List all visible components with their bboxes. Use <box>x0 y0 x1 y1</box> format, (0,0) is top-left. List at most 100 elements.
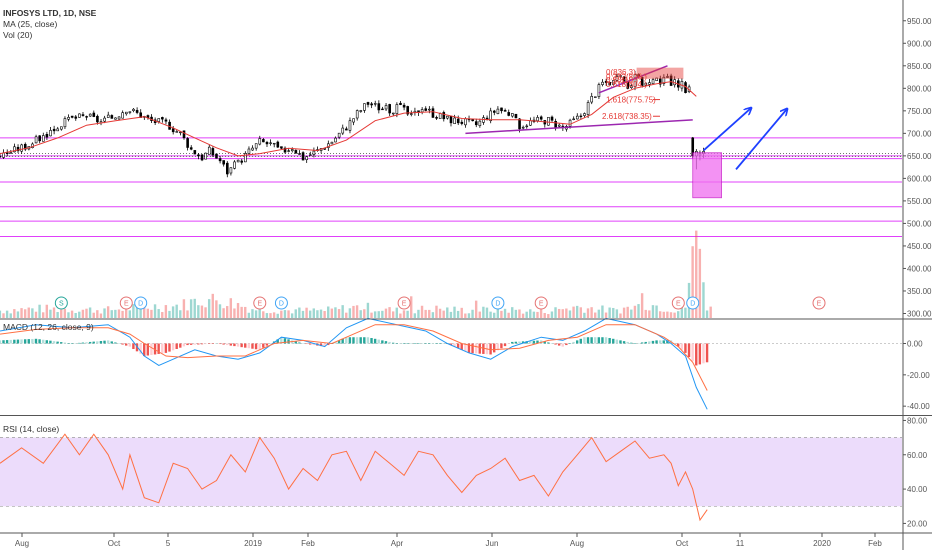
candle[interactable] <box>547 116 550 126</box>
candle[interactable] <box>583 113 586 116</box>
candle[interactable] <box>640 77 644 86</box>
ma-legend[interactable]: MA (25, close) <box>3 19 58 29</box>
candle[interactable] <box>655 77 658 81</box>
candle[interactable] <box>269 142 272 144</box>
candle[interactable] <box>236 159 240 163</box>
candle[interactable] <box>619 75 622 77</box>
candle[interactable] <box>226 162 229 175</box>
candle[interactable] <box>630 85 633 89</box>
event-badge[interactable] <box>274 296 288 310</box>
candle[interactable] <box>489 110 492 122</box>
candle[interactable] <box>5 152 9 155</box>
trendline[interactable] <box>598 65 668 94</box>
candle[interactable] <box>597 84 601 97</box>
candle[interactable] <box>92 112 96 117</box>
macd-line[interactable] <box>0 317 708 410</box>
candle[interactable] <box>539 116 543 120</box>
candle[interactable] <box>424 108 428 111</box>
candle[interactable] <box>420 109 424 113</box>
signal-line[interactable] <box>0 324 708 391</box>
candle[interactable] <box>244 153 247 163</box>
candle[interactable] <box>49 130 52 137</box>
candle[interactable] <box>428 108 431 111</box>
candle[interactable] <box>222 160 225 165</box>
candle[interactable] <box>323 148 327 150</box>
event-badge[interactable] <box>54 296 68 310</box>
candle[interactable] <box>23 143 27 150</box>
candle[interactable] <box>211 148 215 156</box>
candle[interactable] <box>388 104 391 114</box>
candle[interactable] <box>352 118 355 123</box>
candle[interactable] <box>38 135 41 142</box>
candle[interactable] <box>135 110 139 113</box>
symbol-legend[interactable]: INFOSYS LTD, 1D, NSE <box>3 8 97 18</box>
candle[interactable] <box>586 102 590 115</box>
candle[interactable] <box>669 75 673 86</box>
candle[interactable] <box>492 110 496 113</box>
projection-arrow[interactable] <box>735 109 787 170</box>
candle[interactable] <box>359 110 363 112</box>
candle[interactable] <box>233 161 236 169</box>
candle[interactable] <box>171 128 175 133</box>
candle[interactable] <box>67 117 70 120</box>
candle[interactable] <box>106 114 110 118</box>
candle[interactable] <box>298 153 301 155</box>
candle[interactable] <box>399 102 402 105</box>
candle[interactable] <box>460 121 464 124</box>
candle[interactable] <box>474 121 478 126</box>
candle[interactable] <box>262 139 265 143</box>
candle[interactable] <box>662 76 666 84</box>
candle[interactable] <box>391 112 395 115</box>
candle[interactable] <box>435 117 438 119</box>
candle[interactable] <box>366 102 370 105</box>
rsi-legend[interactable]: RSI (14, close) <box>3 424 60 434</box>
candle[interactable] <box>594 96 597 98</box>
candle[interactable] <box>189 147 193 150</box>
candle[interactable] <box>464 118 467 126</box>
candle[interactable] <box>363 103 366 111</box>
candle[interactable] <box>373 103 377 105</box>
candle[interactable] <box>272 142 276 145</box>
candle[interactable] <box>345 128 348 131</box>
candle[interactable] <box>20 144 23 152</box>
candle[interactable] <box>161 117 164 120</box>
candle[interactable] <box>507 112 511 116</box>
candle[interactable] <box>406 106 410 115</box>
candle[interactable] <box>301 152 305 161</box>
candle[interactable] <box>557 124 561 127</box>
candle[interactable] <box>442 112 446 120</box>
candle[interactable] <box>327 143 330 148</box>
candle[interactable] <box>81 114 85 116</box>
candle[interactable] <box>308 154 312 156</box>
candle[interactable] <box>478 120 482 126</box>
candle[interactable] <box>431 108 435 118</box>
candle[interactable] <box>503 110 507 112</box>
candle[interactable] <box>446 115 449 119</box>
candle[interactable] <box>13 146 16 153</box>
trendline[interactable] <box>465 119 693 135</box>
candle[interactable] <box>601 81 604 85</box>
candle[interactable] <box>496 108 500 114</box>
candle[interactable] <box>525 125 529 128</box>
candle[interactable] <box>265 142 269 145</box>
candle[interactable] <box>74 116 78 119</box>
candle[interactable] <box>572 118 575 121</box>
candle[interactable] <box>103 117 106 122</box>
candle[interactable] <box>370 103 373 106</box>
candle[interactable] <box>114 117 117 120</box>
candle[interactable] <box>240 160 244 163</box>
fib-zone[interactable] <box>636 67 684 79</box>
candle[interactable] <box>60 126 63 130</box>
candle[interactable] <box>197 154 200 157</box>
candle[interactable] <box>56 128 60 132</box>
candle[interactable] <box>52 128 56 132</box>
candle[interactable] <box>575 115 579 120</box>
candle[interactable] <box>395 104 399 114</box>
candle[interactable] <box>648 82 651 85</box>
candle[interactable] <box>449 115 453 124</box>
candle[interactable] <box>536 117 539 122</box>
candle[interactable] <box>251 147 254 151</box>
candle[interactable] <box>651 79 655 85</box>
candle[interactable] <box>604 80 608 83</box>
